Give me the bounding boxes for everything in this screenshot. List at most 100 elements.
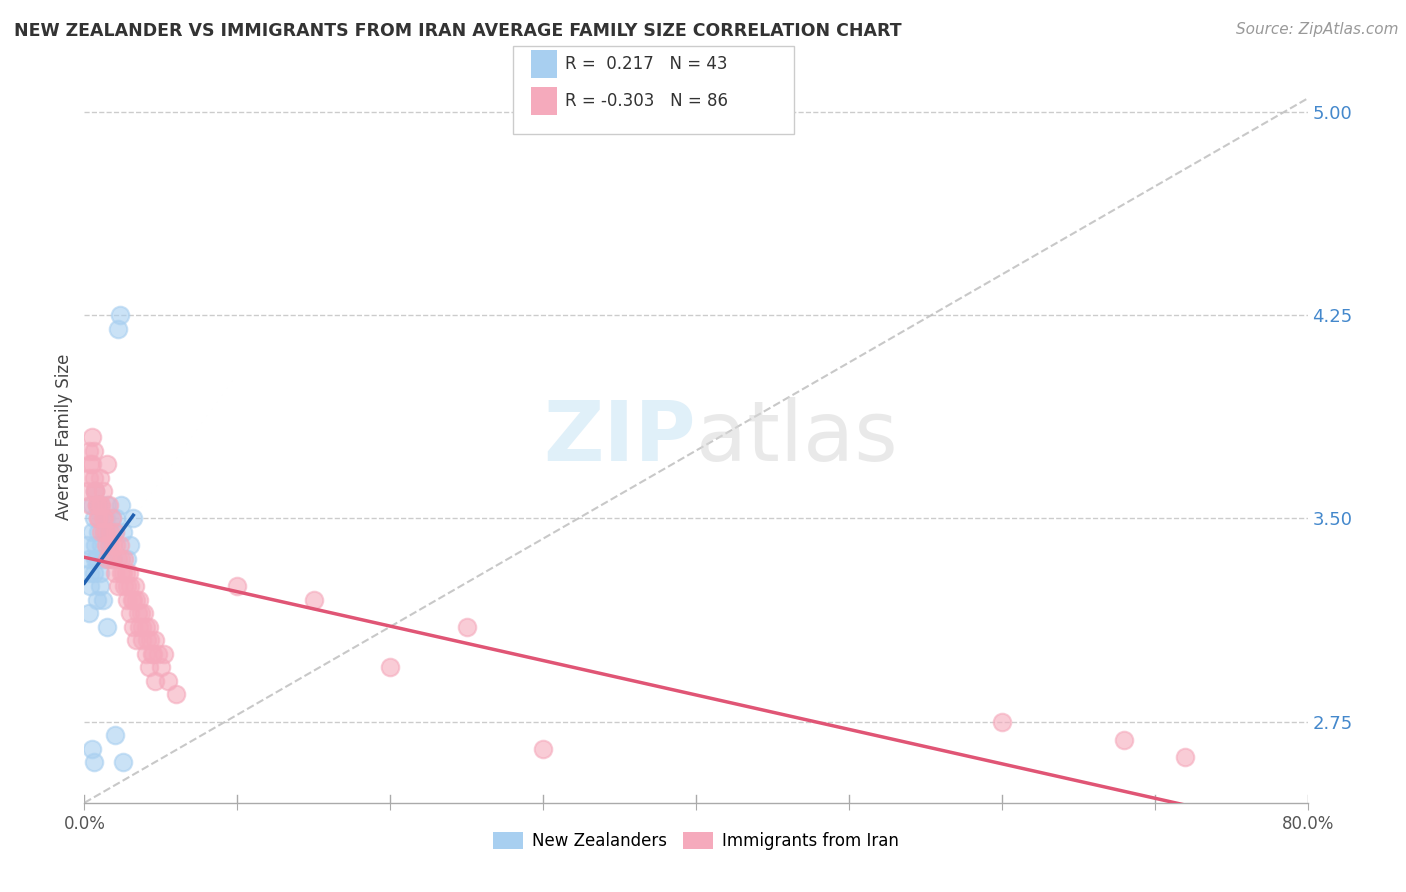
Point bbox=[105, 538, 128, 552]
Point bbox=[129, 606, 152, 620]
Point bbox=[138, 660, 160, 674]
Point bbox=[143, 633, 166, 648]
Point bbox=[80, 524, 103, 539]
Y-axis label: Average Family Size: Average Family Size bbox=[55, 354, 73, 520]
Point bbox=[83, 566, 105, 580]
Point bbox=[124, 579, 146, 593]
Point bbox=[165, 688, 187, 702]
Point bbox=[101, 511, 124, 525]
Point bbox=[111, 755, 134, 769]
Point bbox=[115, 552, 138, 566]
Point bbox=[1114, 733, 1136, 747]
Point bbox=[104, 524, 127, 539]
Point bbox=[90, 538, 112, 552]
Point bbox=[76, 538, 98, 552]
Point bbox=[94, 511, 117, 525]
Point bbox=[86, 592, 108, 607]
Point bbox=[86, 552, 108, 566]
Point bbox=[93, 524, 115, 539]
Text: Source: ZipAtlas.com: Source: ZipAtlas.com bbox=[1236, 22, 1399, 37]
Point bbox=[153, 647, 176, 661]
Point bbox=[96, 620, 118, 634]
Text: NEW ZEALANDER VS IMMIGRANTS FROM IRAN AVERAGE FAMILY SIZE CORRELATION CHART: NEW ZEALANDER VS IMMIGRANTS FROM IRAN AV… bbox=[14, 22, 901, 40]
Point bbox=[149, 660, 172, 674]
Point bbox=[86, 498, 108, 512]
Point bbox=[105, 511, 128, 525]
Point bbox=[98, 524, 121, 539]
Point bbox=[83, 755, 105, 769]
Point bbox=[86, 498, 108, 512]
Point bbox=[110, 498, 132, 512]
Point bbox=[101, 511, 124, 525]
Point bbox=[131, 633, 153, 648]
Point bbox=[79, 579, 101, 593]
Text: ZIP: ZIP bbox=[544, 397, 696, 477]
Point bbox=[991, 714, 1014, 729]
Point bbox=[131, 620, 153, 634]
Point bbox=[80, 430, 103, 444]
Point bbox=[77, 552, 100, 566]
Point bbox=[104, 524, 127, 539]
Point bbox=[87, 511, 110, 525]
Point bbox=[94, 538, 117, 552]
Point bbox=[77, 606, 100, 620]
Point bbox=[143, 673, 166, 688]
Point bbox=[122, 511, 145, 525]
Point bbox=[83, 443, 105, 458]
Point bbox=[110, 552, 132, 566]
Point bbox=[122, 620, 145, 634]
Point bbox=[531, 741, 554, 756]
Point bbox=[97, 524, 120, 539]
Point bbox=[135, 647, 157, 661]
Point bbox=[79, 498, 101, 512]
Point bbox=[135, 620, 157, 634]
Point bbox=[138, 620, 160, 634]
Point bbox=[107, 552, 129, 566]
Point bbox=[108, 538, 131, 552]
Point bbox=[96, 552, 118, 566]
Point bbox=[107, 579, 129, 593]
Point bbox=[94, 524, 117, 539]
Point bbox=[302, 592, 325, 607]
Point bbox=[91, 552, 114, 566]
Point bbox=[127, 606, 149, 620]
Point bbox=[97, 498, 120, 512]
Point bbox=[77, 443, 100, 458]
Point bbox=[87, 524, 110, 539]
Point bbox=[101, 552, 124, 566]
Point bbox=[456, 620, 478, 634]
Point bbox=[89, 471, 111, 485]
Text: R =  0.217   N = 43: R = 0.217 N = 43 bbox=[565, 55, 728, 73]
Text: atlas: atlas bbox=[696, 397, 897, 477]
Point bbox=[80, 457, 103, 471]
Point bbox=[87, 511, 110, 525]
Point bbox=[77, 471, 100, 485]
Point bbox=[115, 592, 138, 607]
Point bbox=[111, 524, 134, 539]
Point bbox=[104, 728, 127, 742]
Point bbox=[80, 741, 103, 756]
Point bbox=[142, 647, 165, 661]
Point bbox=[83, 471, 105, 485]
Point bbox=[93, 524, 115, 539]
Point bbox=[125, 633, 148, 648]
Point bbox=[84, 484, 107, 499]
Point bbox=[103, 552, 125, 566]
Point bbox=[114, 566, 136, 580]
Point bbox=[89, 511, 111, 525]
Point bbox=[139, 633, 162, 648]
Point bbox=[96, 457, 118, 471]
Point bbox=[89, 498, 111, 512]
Point bbox=[115, 579, 138, 593]
Point bbox=[108, 308, 131, 322]
Point bbox=[103, 538, 125, 552]
Point bbox=[112, 579, 135, 593]
Point bbox=[79, 457, 101, 471]
Point bbox=[146, 647, 169, 661]
Point bbox=[120, 538, 142, 552]
Point bbox=[98, 538, 121, 552]
Point bbox=[93, 511, 115, 525]
Point bbox=[380, 660, 402, 674]
Point bbox=[89, 579, 111, 593]
Point bbox=[97, 538, 120, 552]
